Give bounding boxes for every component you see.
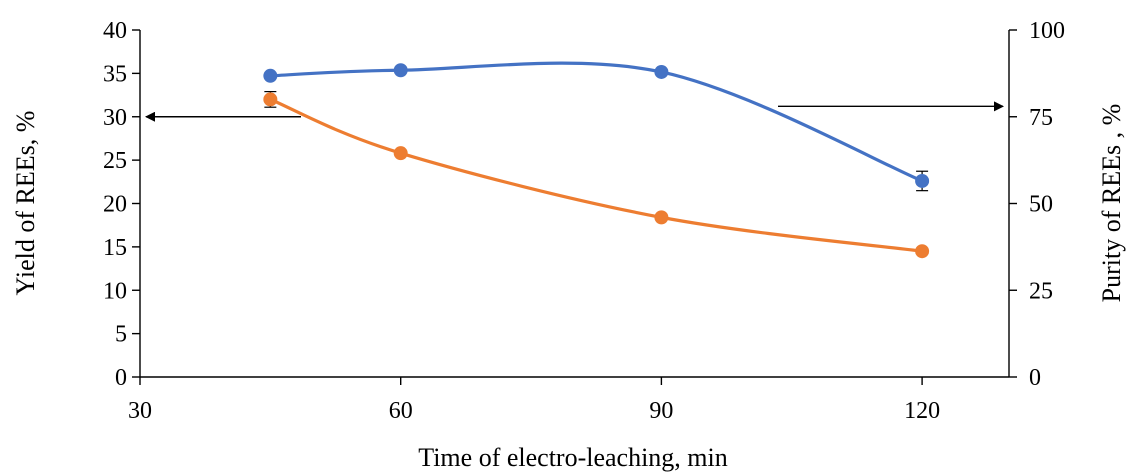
- y-left-tick-label: 40: [103, 18, 127, 44]
- y-right-tick-label: 25: [1029, 278, 1053, 304]
- series-group-right: [263, 61, 930, 192]
- data-point: [263, 92, 278, 107]
- series-group-left: [263, 90, 930, 259]
- y-left-tick-label: 35: [103, 61, 127, 87]
- y-left-tick-label: 0: [115, 365, 127, 391]
- data-point: [915, 173, 930, 188]
- data-point: [393, 146, 408, 161]
- data-point: [263, 68, 278, 83]
- data-point: [915, 244, 930, 259]
- data-point: [654, 210, 669, 225]
- x-tick-label: 30: [128, 398, 152, 424]
- y-left-tick-label: 10: [103, 278, 127, 304]
- data-point: [654, 64, 669, 79]
- x-axis-title: Time of electro-leaching, min: [418, 443, 728, 472]
- y-left-tick-label: 15: [103, 235, 127, 261]
- series-line: [268, 61, 924, 183]
- x-tick-label: 90: [649, 398, 673, 424]
- y-right-axis-title: Purity of REEs , %: [1097, 104, 1126, 303]
- axes: 30 60 90 120 0 5 10 15 20 25 30 35 40 0 25 50 75 100: [103, 18, 1065, 424]
- y-left-tick-label: 20: [103, 192, 127, 218]
- y-right-tick-label: 50: [1029, 192, 1053, 218]
- y-left-tick-label: 5: [115, 322, 127, 348]
- y-left-tick-label: 25: [103, 148, 127, 174]
- y-right-tick-label: 75: [1029, 105, 1053, 131]
- data-point: [393, 63, 408, 78]
- y-right-tick-label: 100: [1029, 18, 1065, 44]
- y-left-tick-label: 30: [103, 105, 127, 131]
- arrows: [145, 101, 1004, 122]
- x-tick-label: 120: [904, 398, 940, 424]
- series-layer: [263, 61, 930, 259]
- series-line: [268, 97, 924, 253]
- x-tick-label: 60: [389, 398, 413, 424]
- y-right-tick-label: 0: [1029, 365, 1041, 391]
- y-left-axis-title: Yield of REEs, %: [11, 111, 40, 296]
